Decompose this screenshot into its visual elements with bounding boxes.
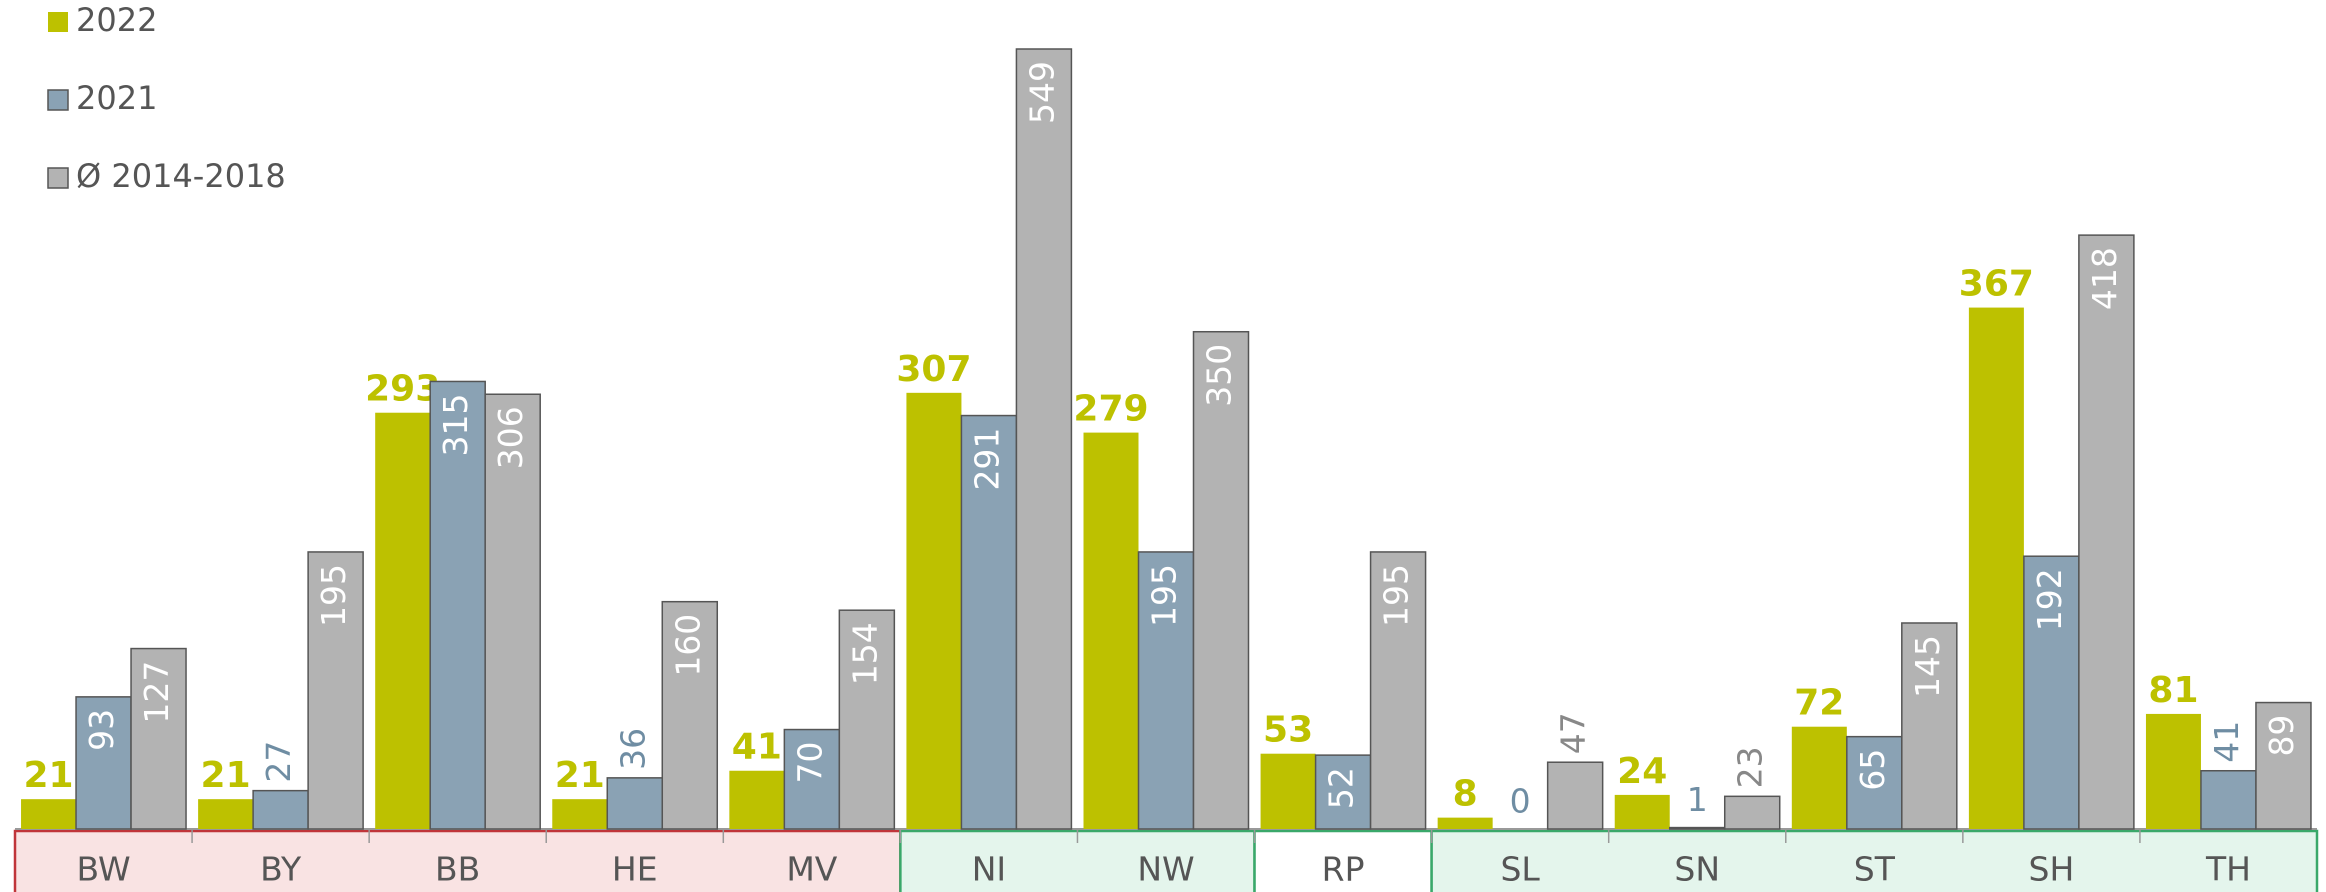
x-tick-label: NI (972, 850, 1006, 889)
x-tick-label: SL (1500, 850, 1540, 889)
value-label: 21 (201, 755, 251, 796)
bar (1015, 48, 1073, 830)
value-label: 350 (1200, 344, 1239, 407)
value-label: 53 (1263, 710, 1313, 751)
value-label: 418 (2085, 247, 2124, 310)
x-tick-label: ST (1854, 850, 1896, 889)
bar (661, 600, 719, 830)
value-label: 291 (967, 428, 1006, 491)
bar (1846, 735, 1903, 830)
bar (1968, 307, 2024, 829)
bar (1723, 795, 1781, 830)
bar (960, 414, 1018, 830)
x-tick-label: NW (1137, 850, 1194, 889)
value-label: 367 (1959, 264, 2034, 305)
bar (307, 551, 364, 830)
value-label: 47 (1554, 712, 1593, 754)
bar (838, 609, 896, 830)
legend-swatch (47, 167, 69, 189)
value-label: 1 (1687, 780, 1708, 819)
bar (1901, 622, 1958, 830)
value-label: 41 (732, 727, 782, 768)
value-label: 36 (613, 728, 652, 770)
value-label: 27 (259, 741, 298, 783)
bar (429, 380, 486, 830)
value-label: 195 (1377, 564, 1416, 627)
value-label: 154 (845, 622, 884, 685)
bar (783, 728, 841, 830)
value-label: 306 (491, 406, 530, 469)
bar (252, 789, 309, 830)
category-group (1430, 829, 2319, 892)
value-label: 293 (365, 369, 440, 410)
category-group (1253, 829, 1433, 892)
bar (1137, 551, 1195, 830)
value-label: 192 (2030, 568, 2069, 631)
bar (1192, 330, 1250, 830)
category-group (13, 829, 902, 892)
legend-swatch (48, 12, 68, 32)
value-label: 21 (23, 755, 73, 796)
bar (2023, 555, 2080, 830)
bar (1260, 753, 1316, 829)
bar (484, 393, 541, 830)
bar (130, 647, 187, 830)
bar (1668, 826, 1726, 830)
bar (552, 799, 608, 829)
bar (1546, 761, 1604, 830)
value-label: 145 (1908, 635, 1947, 698)
value-label: 279 (1073, 389, 1148, 430)
bar (1437, 817, 1493, 829)
value-label: 23 (1731, 746, 1770, 788)
value-label: 21 (555, 755, 605, 796)
bar (1083, 432, 1139, 829)
bar (1614, 794, 1670, 829)
bar (1791, 726, 1847, 829)
x-tick-label: SH (2029, 850, 2075, 889)
value-label: 195 (1145, 564, 1184, 627)
value-label: 127 (137, 661, 176, 724)
value-label: 93 (82, 709, 121, 751)
legend-label: 2021 (76, 79, 157, 117)
value-label: 65 (1853, 749, 1892, 791)
bar (1369, 551, 1427, 830)
value-label: 549 (1022, 61, 1061, 124)
bar (729, 770, 785, 829)
value-label: 72 (1794, 683, 1844, 724)
x-tick-label: MV (786, 850, 837, 889)
value-label: 70 (790, 742, 829, 784)
value-label: 195 (314, 564, 353, 627)
x-tick-label: RP (1322, 850, 1365, 889)
x-tick-label: BY (260, 850, 302, 889)
bar (2078, 234, 2135, 830)
value-label: 24 (1617, 751, 1667, 792)
x-tick-label: TH (2205, 850, 2251, 889)
x-tick-label: BW (76, 850, 130, 889)
bar (198, 799, 254, 829)
bar (1314, 754, 1372, 830)
bar (606, 777, 664, 830)
value-label: 52 (1322, 767, 1361, 809)
bar (21, 799, 77, 829)
value-label: 8 (1453, 774, 1478, 815)
value-label: 307 (896, 349, 971, 390)
x-tick-label: BB (435, 850, 480, 889)
value-label: 89 (2262, 715, 2301, 757)
value-label: 315 (436, 393, 475, 456)
bar (375, 412, 431, 829)
value-label: 41 (2207, 721, 2246, 763)
bar (2200, 769, 2257, 830)
legend-swatch (47, 89, 69, 111)
bar (2255, 701, 2312, 830)
value-label: 81 (2148, 670, 2198, 711)
x-tick-label: HE (612, 850, 658, 889)
legend-label: Ø 2014-2018 (76, 157, 286, 195)
x-tick-label: SN (1674, 850, 1720, 889)
value-label: 160 (668, 614, 707, 677)
legend-label: 2022 (76, 1, 157, 39)
bar (906, 392, 962, 829)
bar (2145, 713, 2201, 829)
value-label: 0 (1510, 782, 1531, 821)
